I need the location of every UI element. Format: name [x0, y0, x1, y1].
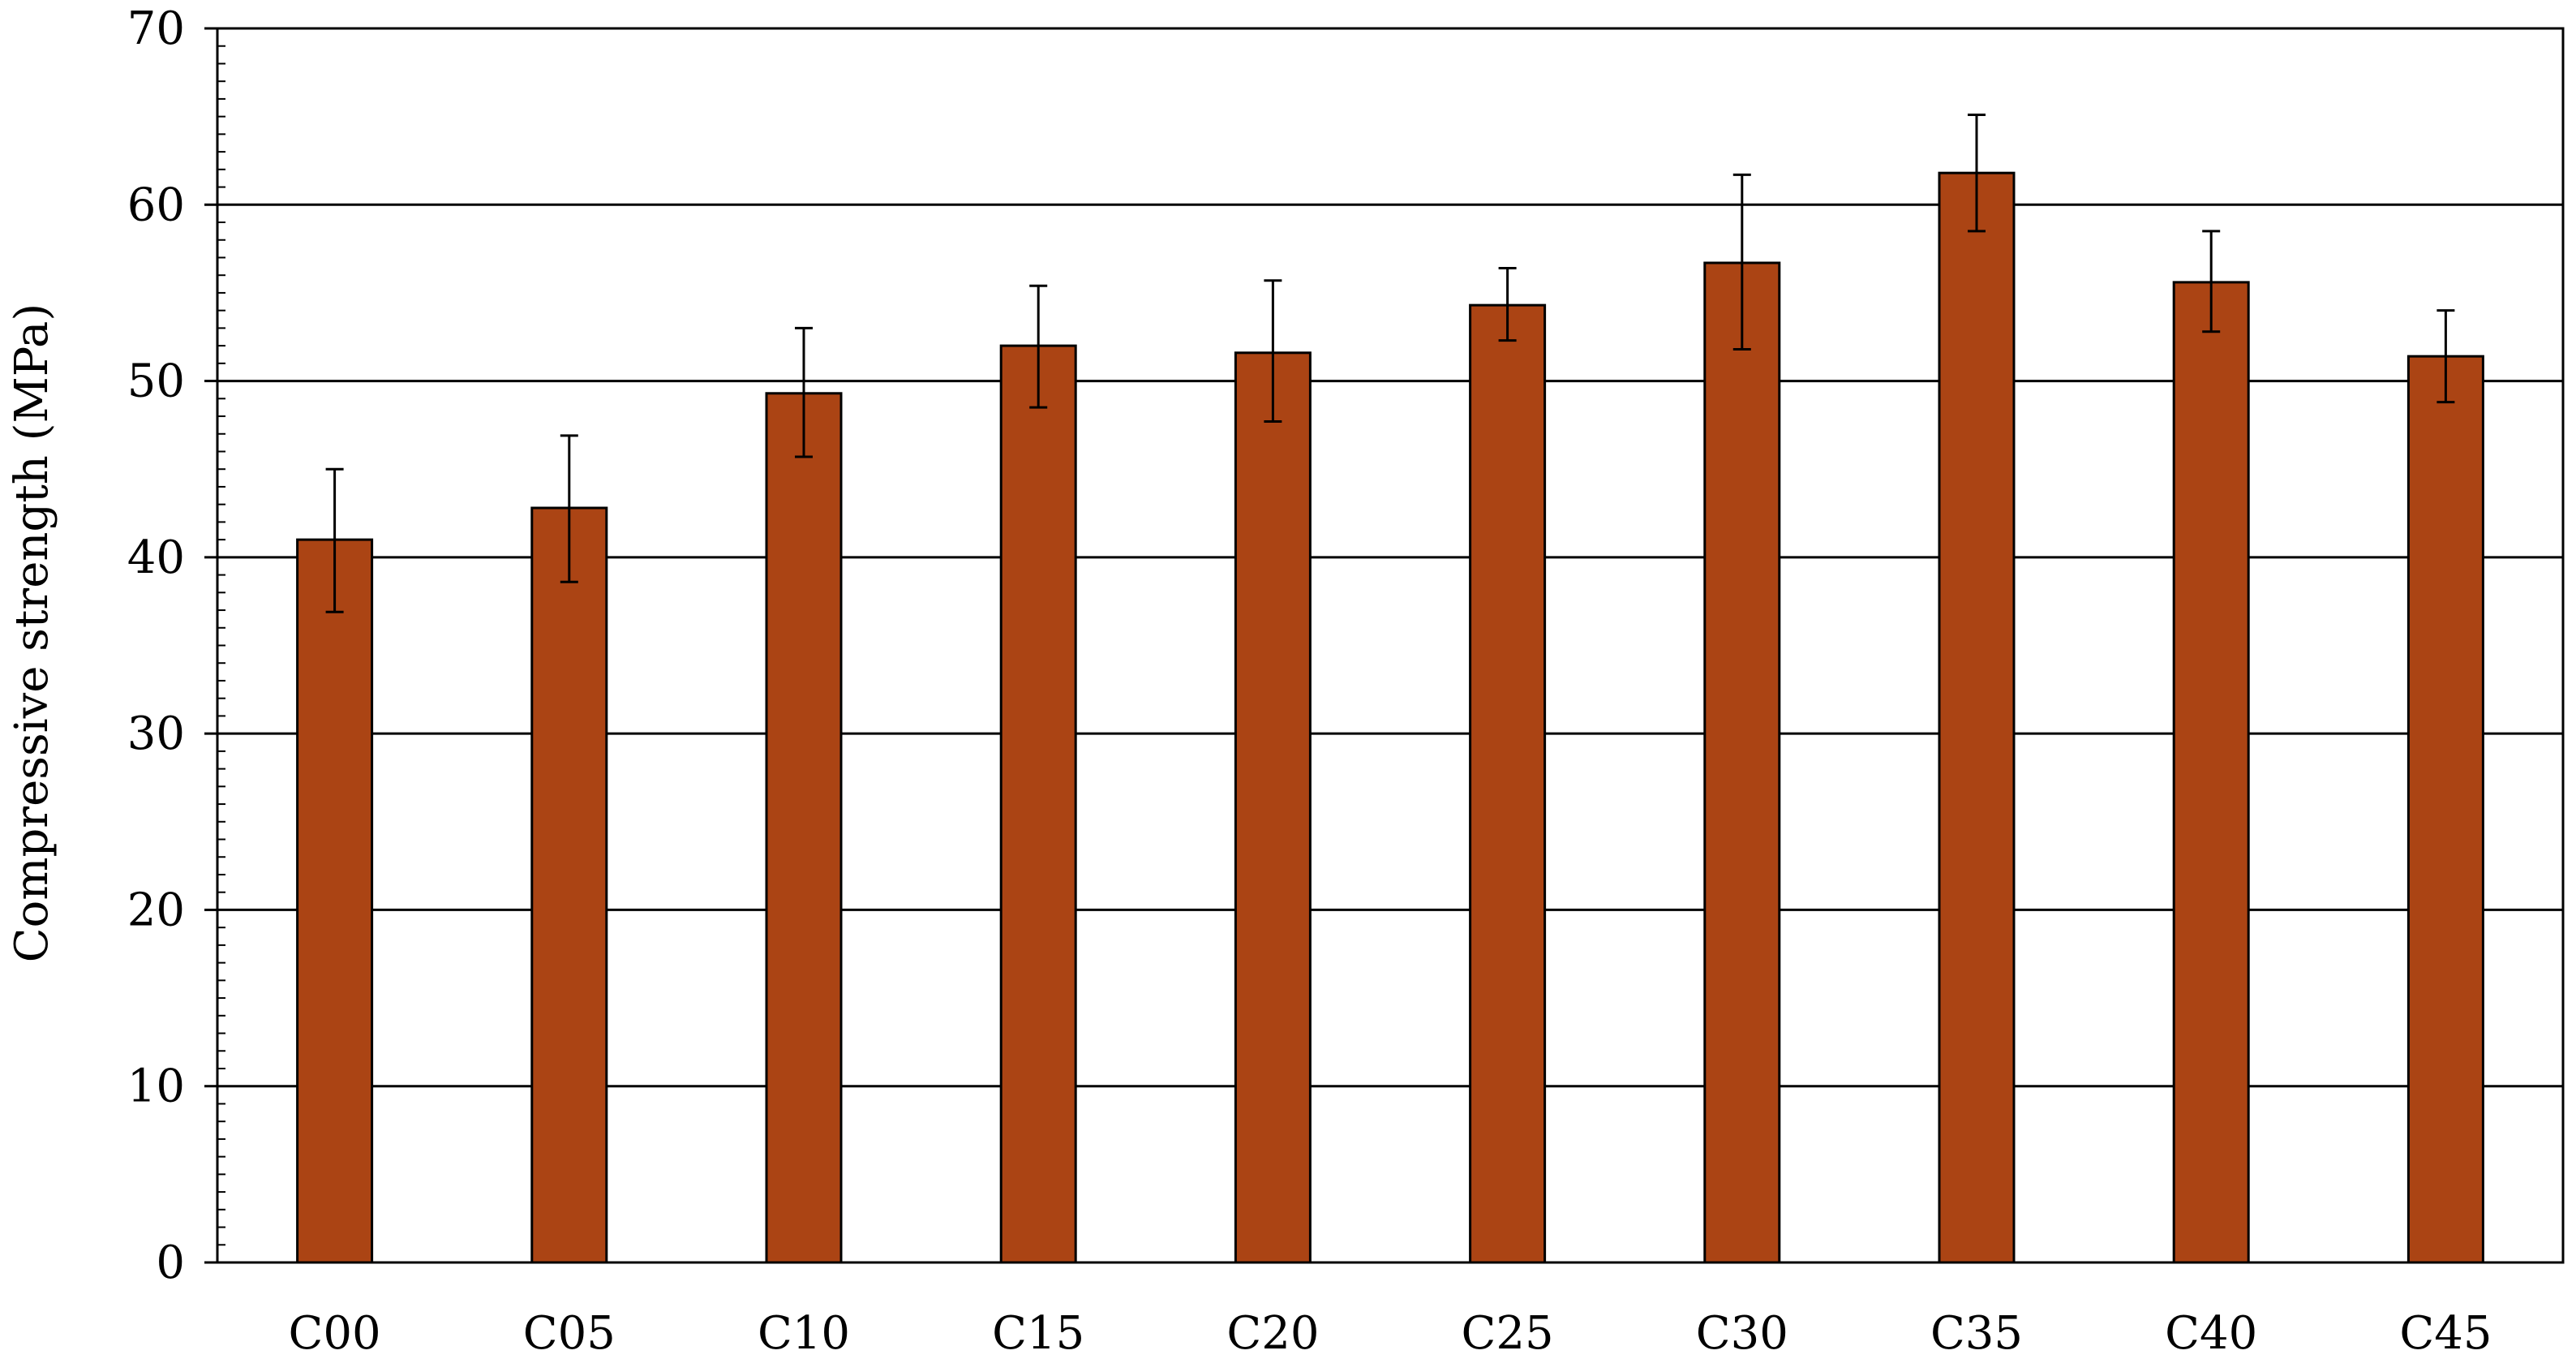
- x-tick-label-C30: C30: [1696, 1307, 1788, 1360]
- error-bar-C15: [1029, 284, 1048, 409]
- bar-C35: [1938, 171, 2016, 1264]
- bars: [296, 171, 2484, 1264]
- y-tick-label-50: 50: [127, 355, 185, 408]
- axes: [204, 27, 2565, 1264]
- x-tick-label-C40: C40: [2165, 1307, 2257, 1360]
- y-axis-title: Compressive strength (MPa): [6, 303, 58, 962]
- error-bars: [325, 113, 2455, 613]
- error-bar-C40: [2202, 230, 2221, 333]
- bar-C00: [296, 538, 374, 1264]
- bar-C30: [1703, 261, 1781, 1264]
- y-tick-label-30: 30: [127, 708, 185, 760]
- y-tick-label-10: 10: [127, 1060, 185, 1113]
- x-tick-label-C20: C20: [1226, 1307, 1319, 1360]
- bar-C20: [1234, 351, 1312, 1264]
- x-tick-label-C25: C25: [1462, 1307, 1554, 1360]
- bar-C10: [765, 392, 843, 1264]
- error-bar-C10: [795, 326, 813, 458]
- bar-C15: [999, 344, 1077, 1264]
- error-bar-C05: [560, 434, 578, 583]
- tick-labels: C00 C05 C10 C15 C20 C25 C30 C35 C40 C45 0 10 20 30 40 5…: [127, 2, 2492, 1360]
- x-tick-label-C35: C35: [1930, 1307, 2023, 1360]
- x-tick-label-C05: C05: [523, 1307, 616, 1360]
- error-bar-C30: [1732, 173, 1751, 351]
- error-bar-C00: [325, 467, 344, 613]
- x-tick-label-C45: C45: [2399, 1307, 2492, 1360]
- error-bar-C20: [1264, 279, 1282, 424]
- bar-C40: [2172, 281, 2250, 1264]
- x-tick-label-C10: C10: [758, 1307, 850, 1360]
- error-bar-C25: [1498, 267, 1517, 342]
- error-bar-C35: [1968, 113, 1986, 233]
- y-tick-label-70: 70: [127, 2, 185, 55]
- error-bar-C45: [2436, 309, 2455, 404]
- x-tick-label-C00: C00: [289, 1307, 381, 1360]
- y-tick-label-0: 0: [156, 1237, 185, 1289]
- bar-C25: [1469, 303, 1547, 1264]
- bar-C05: [530, 506, 608, 1264]
- y-tick-label-20: 20: [127, 884, 185, 936]
- x-tick-label-C15: C15: [992, 1307, 1084, 1360]
- bar-C45: [2406, 355, 2484, 1264]
- y-tick-label-60: 60: [127, 178, 185, 231]
- y-tick-label-40: 40: [127, 531, 185, 584]
